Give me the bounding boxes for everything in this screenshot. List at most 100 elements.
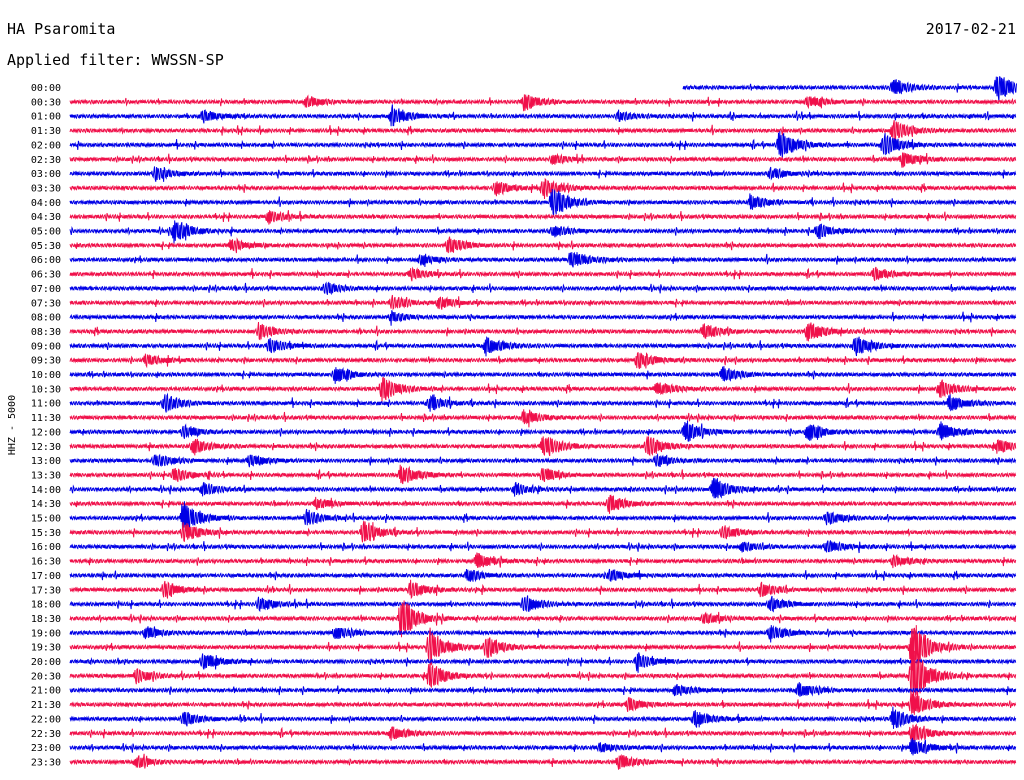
- seismic-trace: [69, 236, 1017, 254]
- seismic-trace: [69, 452, 1017, 468]
- seismic-trace: [69, 579, 1017, 600]
- seismic-trace: [69, 376, 1017, 403]
- time-tick-label: 05:30: [31, 241, 61, 252]
- time-tick-label: 14:30: [31, 499, 61, 510]
- time-tick-label: 19:00: [31, 628, 61, 639]
- seismic-trace: [69, 494, 1017, 514]
- time-tick-label: 07:30: [31, 298, 61, 309]
- time-tick-label: 08:30: [31, 327, 61, 338]
- seismic-trace: [69, 691, 1017, 715]
- seismic-trace: [69, 595, 1017, 613]
- time-tick-label: 13:30: [31, 470, 61, 481]
- seismic-trace: [69, 652, 1017, 673]
- time-tick-label: 19:30: [31, 643, 61, 654]
- time-tick-label: 17:00: [31, 571, 61, 582]
- seismic-trace: [69, 281, 1017, 296]
- seismic-trace: [69, 682, 1017, 697]
- time-tick-label: 18:30: [31, 614, 61, 625]
- y-axis-label: HHZ - 5000: [7, 395, 18, 455]
- seismic-trace: [69, 436, 1017, 457]
- time-tick-label: 05:00: [31, 227, 61, 238]
- seismic-trace: [69, 321, 1017, 342]
- trace-group: [69, 76, 1017, 770]
- time-tick-label: 06:30: [31, 270, 61, 281]
- time-tick-label: 03:30: [31, 183, 61, 194]
- seismic-trace: [69, 251, 1017, 268]
- seismic-trace: [69, 94, 1017, 112]
- time-tick-label: 11:00: [31, 399, 61, 410]
- seismic-trace: [69, 188, 1017, 218]
- seismic-trace: [69, 723, 1017, 744]
- seismic-trace: [69, 478, 1017, 499]
- time-tick-label: 08:00: [31, 313, 61, 324]
- seismic-trace: [69, 336, 1017, 357]
- seismic-trace: [69, 464, 1017, 485]
- seismic-trace: [69, 520, 1017, 543]
- seismic-trace: [69, 501, 1017, 532]
- seismic-trace: [69, 366, 1017, 384]
- seismic-trace: [682, 76, 1017, 102]
- time-tick-label: 04:30: [31, 212, 61, 223]
- time-tick-label: 00:30: [31, 97, 61, 108]
- seismic-trace: [69, 266, 1017, 282]
- time-tick-label: 04:00: [31, 198, 61, 209]
- seismic-trace: [69, 152, 1017, 168]
- time-tick-label: 02:30: [31, 155, 61, 166]
- seismic-trace: [69, 294, 1017, 311]
- seismic-trace: [69, 647, 1017, 700]
- seismic-trace: [69, 131, 1017, 158]
- time-tick-label: 02:00: [31, 140, 61, 151]
- time-tick-label: 12:30: [31, 442, 61, 453]
- time-tick-labels: 00:00 00:30 01:00 01:30 02:00 02:30 03:00 03:30…: [31, 83, 61, 768]
- seismic-trace: [69, 600, 1017, 638]
- time-tick-label: 21:00: [31, 686, 61, 697]
- record-date: 2017-02-21: [925, 20, 1016, 38]
- time-tick-label: 22:00: [31, 714, 61, 725]
- time-tick-label: 21:30: [31, 700, 61, 711]
- time-tick-label: 13:00: [31, 456, 61, 467]
- station-title: HA Psaromita: [7, 20, 116, 38]
- time-tick-label: 12:00: [31, 427, 61, 438]
- time-tick-label: 20:30: [31, 671, 61, 682]
- seismic-trace: [69, 737, 1017, 756]
- time-tick-label: 00:00: [31, 83, 61, 94]
- seismic-trace: [69, 625, 1017, 643]
- time-tick-label: 07:00: [31, 284, 61, 295]
- time-tick-label: 01:00: [31, 112, 61, 123]
- seismic-trace: [69, 310, 1017, 326]
- seismic-trace: [69, 409, 1017, 428]
- time-tick-label: 23:00: [31, 743, 61, 754]
- time-tick-label: 10:00: [31, 370, 61, 381]
- time-tick-label: 22:30: [31, 729, 61, 740]
- seismic-trace: [69, 220, 1017, 245]
- seismic-trace: [69, 352, 1017, 369]
- time-tick-label: 17:30: [31, 585, 61, 596]
- time-tick-label: 01:30: [31, 126, 61, 137]
- seismic-trace: [69, 540, 1017, 554]
- seismic-trace: [69, 392, 1017, 413]
- time-tick-label: 18:00: [31, 600, 61, 611]
- time-tick-label: 23:30: [31, 757, 61, 768]
- time-tick-label: 11:30: [31, 413, 61, 424]
- time-tick-label: 06:00: [31, 255, 61, 266]
- time-tick-label: 16:30: [31, 557, 61, 568]
- seismic-trace: [69, 753, 1017, 770]
- filter-label: Applied filter: WWSSN-SP: [7, 51, 224, 69]
- seismic-trace: [69, 420, 1017, 442]
- time-tick-label: 14:00: [31, 485, 61, 496]
- time-tick-label: 15:00: [31, 514, 61, 525]
- seismic-trace: [69, 625, 1017, 672]
- seismic-trace: [69, 706, 1017, 729]
- time-tick-label: 10:30: [31, 384, 61, 395]
- seismic-trace: [69, 210, 1017, 225]
- seismic-trace: [69, 177, 1017, 200]
- time-tick-label: 09:00: [31, 341, 61, 352]
- time-tick-label: 20:00: [31, 657, 61, 668]
- seismic-trace: [69, 104, 1017, 127]
- time-tick-label: 16:00: [31, 542, 61, 553]
- time-tick-label: 09:30: [31, 356, 61, 367]
- seismic-trace: [69, 166, 1017, 182]
- time-tick-label: 03:00: [31, 169, 61, 180]
- seismic-trace: [69, 120, 1017, 142]
